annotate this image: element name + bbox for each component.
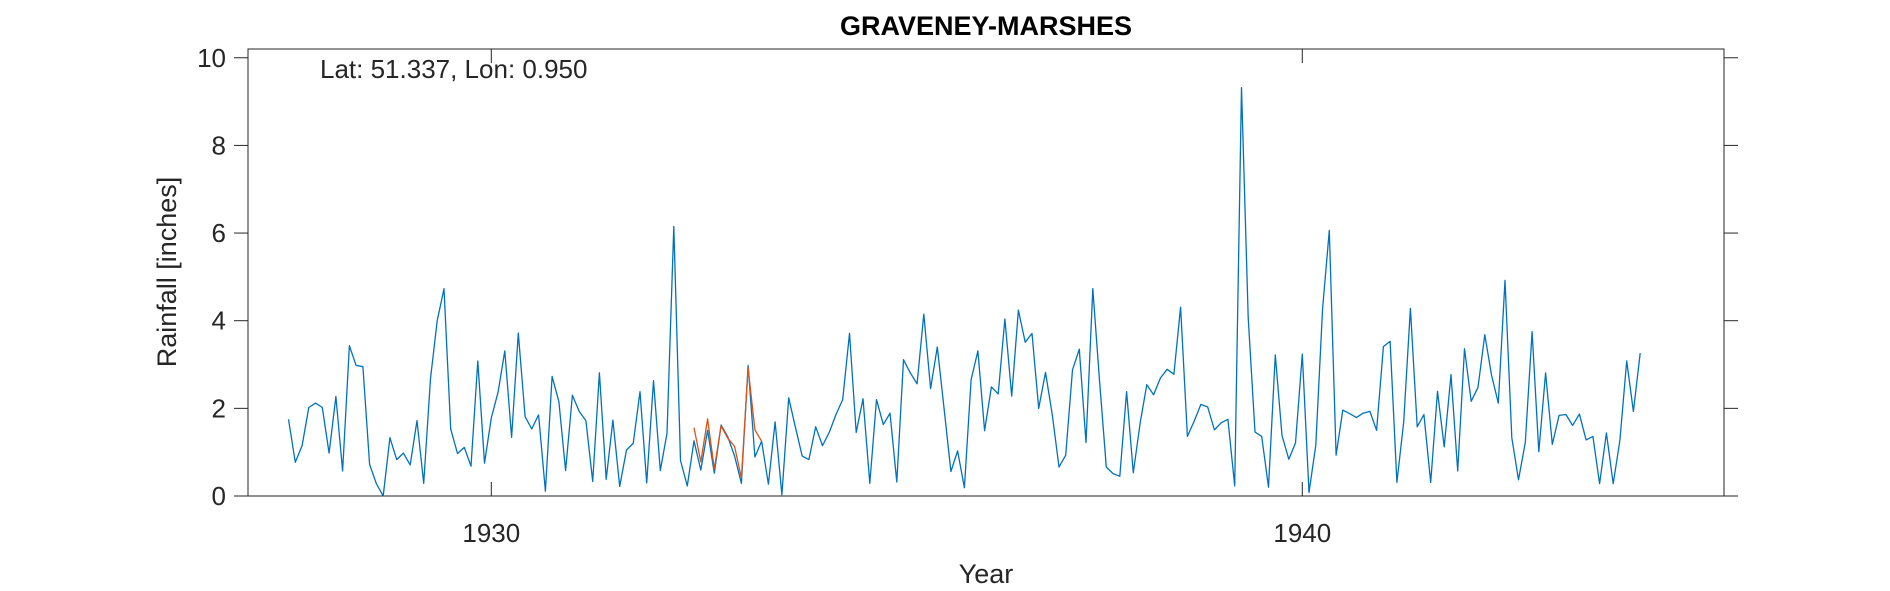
y-tick-label: 0 (212, 481, 226, 511)
x-axis-label: Year (959, 559, 1014, 589)
tick-labels: 0 2 4 6 8 10 1930 1940 (197, 43, 1331, 548)
y-tick-label: 10 (197, 43, 226, 73)
x-tick-label: 1940 (1273, 518, 1331, 548)
y-tick-label: 6 (212, 218, 226, 248)
location-annotation: Lat: 51.337, Lon: 0.950 (320, 54, 587, 84)
y-tick-label: 8 (212, 130, 226, 160)
plot-area-frame (247, 48, 1725, 497)
series-line-secondary (693, 367, 763, 479)
chart-title: GRAVENEY-MARSHES (840, 11, 1132, 41)
y-tick-label: 2 (212, 393, 226, 423)
series-line-primary (287, 86, 1641, 497)
y-axis-label: Rainfall [inches] (152, 177, 182, 368)
series-lines (287, 86, 1641, 497)
y-tick-label: 4 (212, 306, 226, 336)
x-tick-label: 1930 (462, 518, 520, 548)
tick-marks (234, 49, 1738, 497)
